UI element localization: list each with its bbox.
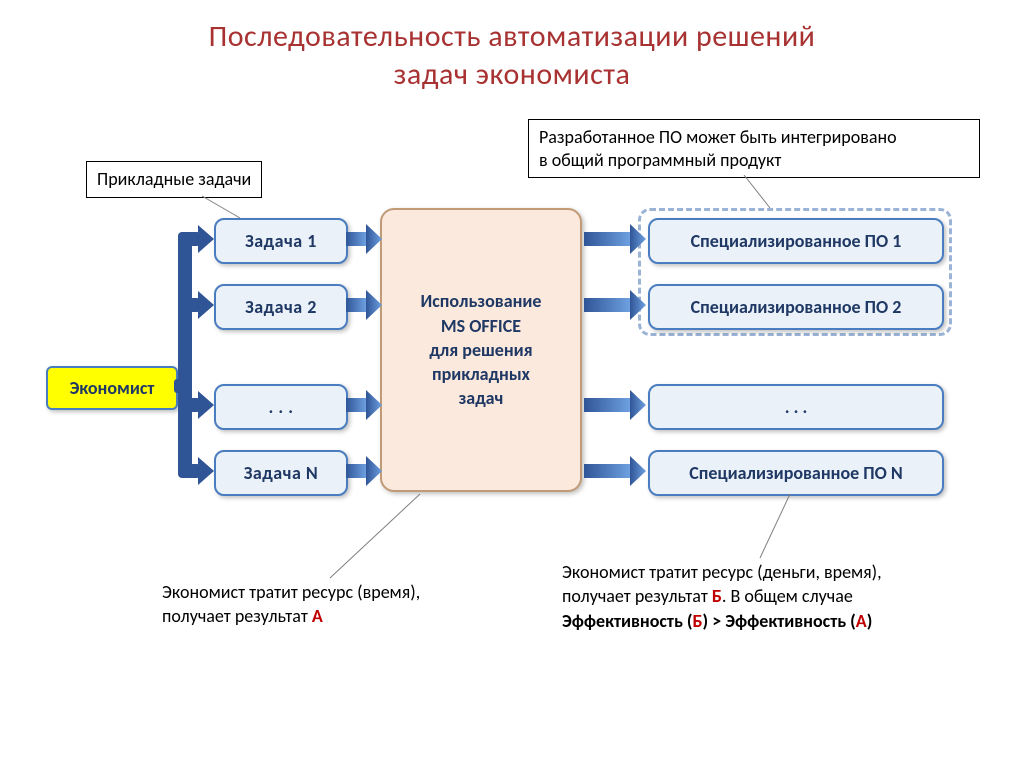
elbow-arrows-icon bbox=[174, 225, 214, 485]
footnote-left-mark: А bbox=[312, 605, 323, 627]
node-task-ellipsis-label: . . . bbox=[268, 396, 293, 418]
title-line2: задач экономиста bbox=[394, 56, 631, 93]
footnote-left-text: Экономист тратит ресурс (время),получает… bbox=[162, 581, 420, 627]
annotation-applied-tasks: Прикладные задачи bbox=[86, 161, 262, 198]
node-spec-1-label: Специализированное ПО 1 bbox=[691, 230, 902, 252]
node-task-1-label: Задача 1 bbox=[245, 230, 317, 252]
node-spec-2: Специализированное ПО 2 bbox=[648, 284, 944, 330]
footnote-right-eff-b: Б bbox=[693, 610, 703, 632]
node-spec-n: Специализированное ПО N bbox=[648, 450, 944, 496]
node-task-2: Задача 2 bbox=[214, 284, 348, 330]
node-spec-2-label: Специализированное ПО 2 bbox=[691, 296, 902, 318]
footnote-right-eff-post: ) bbox=[867, 610, 873, 632]
footnote-right-eff-a: А bbox=[856, 610, 867, 632]
footnote-right-post: . В общем случае bbox=[722, 585, 853, 607]
footnote-left: Экономист тратит ресурс (время),получает… bbox=[162, 580, 492, 629]
node-spec-ellipsis: . . . bbox=[648, 384, 944, 430]
node-center-msoffice: ИспользованиеMS OFFICEдля решенияприклад… bbox=[380, 208, 582, 492]
annotation-integration: Разработанное ПО может быть интегрирован… bbox=[528, 119, 980, 178]
node-task-2-label: Задача 2 bbox=[245, 296, 317, 318]
footnote-right-mark-b: Б bbox=[712, 585, 722, 607]
annotation-integration-label: Разработанное ПО может быть интегрирован… bbox=[539, 126, 897, 171]
diagram-stage: Последовательность автоматизации решений… bbox=[0, 0, 1024, 767]
page-title: Последовательность автоматизации решений… bbox=[0, 18, 1024, 93]
node-task-1: Задача 1 bbox=[214, 218, 348, 264]
node-spec-ellipsis-label: . . . bbox=[785, 396, 808, 418]
center-to-spec-arrows-icon bbox=[584, 224, 646, 486]
annotation-applied-tasks-label: Прикладные задачи bbox=[97, 168, 251, 190]
title-line1: Последовательность автоматизации решений bbox=[209, 18, 816, 55]
node-center-label: ИспользованиеMS OFFICEдля решенияприклад… bbox=[421, 289, 542, 410]
footnote-right-eff-mid: ) > Эффективность ( bbox=[703, 610, 856, 632]
task-to-center-arrows-icon bbox=[346, 224, 382, 486]
footnote-right-eff-pre: Эффективность ( bbox=[562, 610, 693, 632]
node-task-n-label: Задача N bbox=[244, 462, 319, 484]
node-task-ellipsis: . . . bbox=[214, 384, 348, 430]
node-economist-label: Экономист bbox=[70, 377, 155, 399]
node-economist: Экономист bbox=[46, 366, 178, 410]
node-spec-1: Специализированное ПО 1 bbox=[648, 218, 944, 264]
footnote-right: Экономист тратит ресурс (деньги, время),… bbox=[562, 560, 982, 633]
node-task-n: Задача N bbox=[214, 450, 348, 496]
node-spec-n-label: Специализированное ПО N bbox=[689, 462, 902, 484]
